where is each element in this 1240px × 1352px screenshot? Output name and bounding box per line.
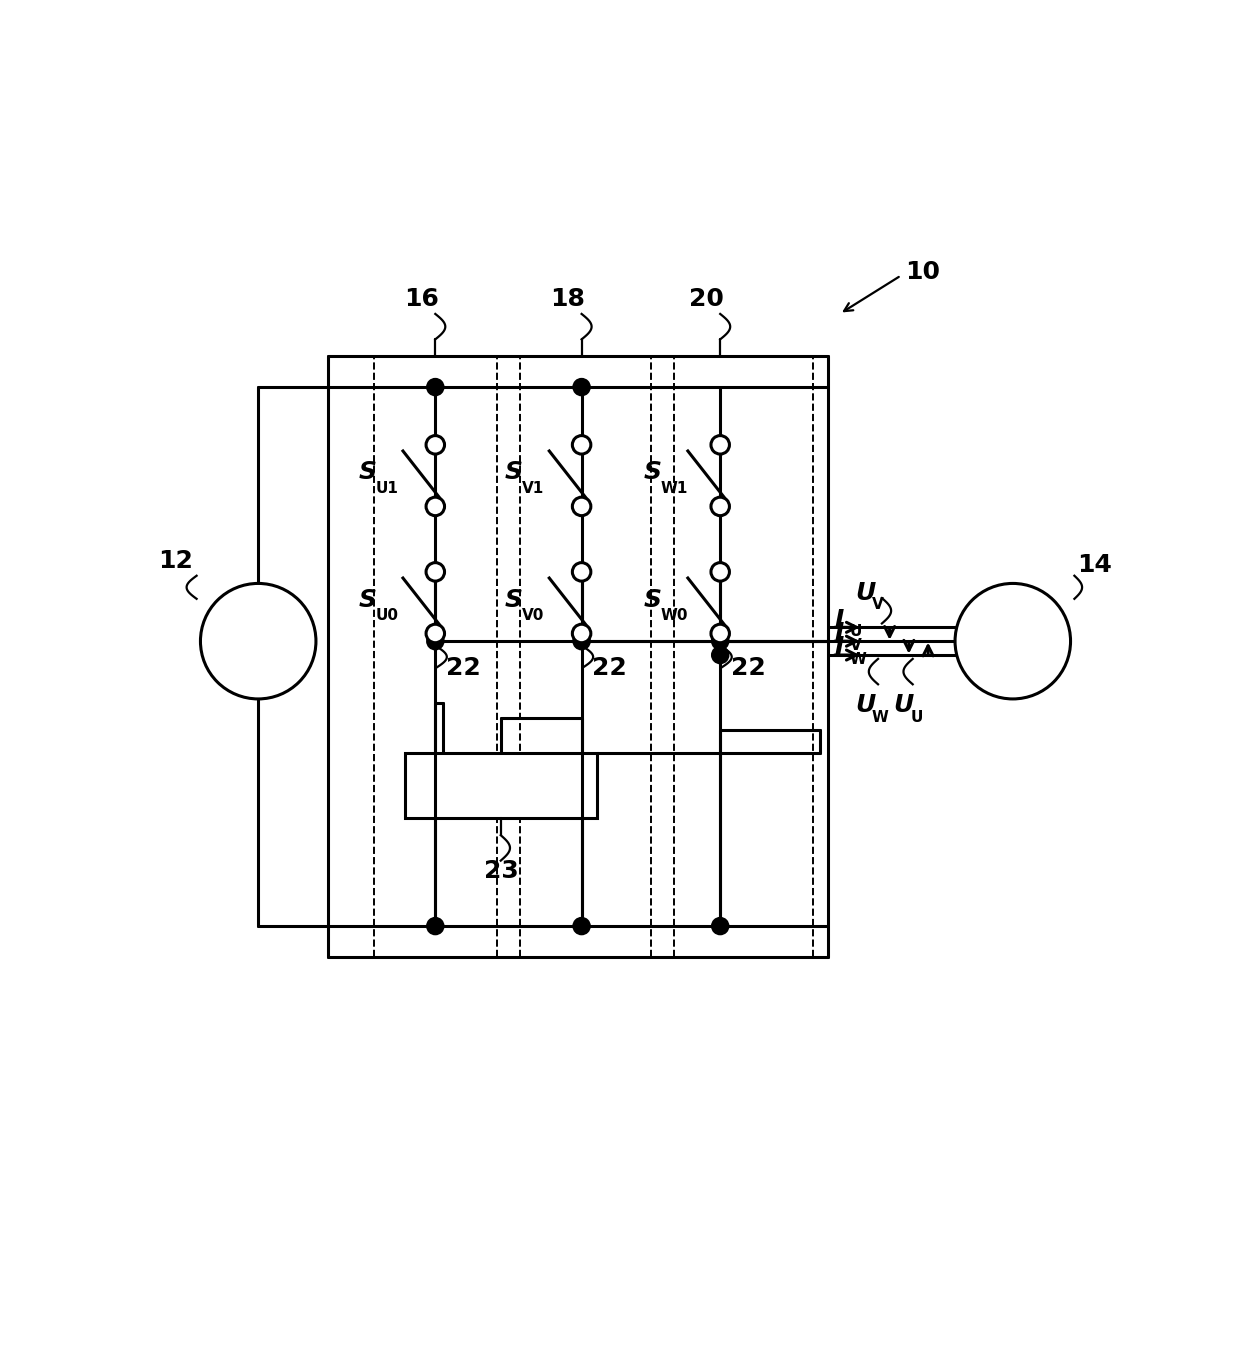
- Circle shape: [428, 918, 443, 934]
- Text: 23: 23: [484, 860, 518, 883]
- Text: S: S: [358, 461, 376, 484]
- Circle shape: [711, 498, 729, 515]
- Text: U: U: [854, 580, 875, 604]
- Text: U: U: [229, 612, 248, 637]
- Text: 22: 22: [593, 656, 627, 680]
- Circle shape: [713, 634, 728, 649]
- Text: S: S: [644, 461, 661, 484]
- Circle shape: [574, 918, 589, 934]
- Text: U: U: [910, 710, 923, 725]
- Text: W: W: [849, 652, 867, 667]
- Text: DC: DC: [254, 635, 278, 650]
- Text: V: V: [872, 598, 884, 612]
- Text: 10: 10: [905, 260, 940, 284]
- Circle shape: [955, 584, 1070, 699]
- Circle shape: [201, 584, 316, 699]
- Text: V0: V0: [522, 608, 544, 623]
- Text: 20: 20: [689, 287, 724, 311]
- Text: 18: 18: [551, 287, 585, 311]
- Text: V: V: [849, 638, 862, 653]
- Text: W1: W1: [660, 481, 687, 496]
- Text: S: S: [644, 588, 661, 611]
- Text: S: S: [358, 588, 376, 611]
- Circle shape: [711, 625, 729, 642]
- Text: W: W: [872, 710, 889, 725]
- Text: M: M: [991, 634, 1021, 662]
- Text: U1: U1: [376, 481, 398, 496]
- Text: I: I: [835, 635, 843, 660]
- Text: S: S: [505, 588, 522, 611]
- Text: I: I: [835, 622, 843, 645]
- Text: U0: U0: [376, 608, 398, 623]
- Text: 14: 14: [1076, 553, 1111, 577]
- Circle shape: [573, 562, 590, 581]
- Text: S: S: [505, 461, 522, 484]
- Circle shape: [713, 648, 728, 662]
- Circle shape: [713, 918, 728, 934]
- Circle shape: [573, 498, 590, 515]
- FancyBboxPatch shape: [404, 753, 596, 818]
- Text: I: I: [835, 607, 843, 631]
- Text: V1: V1: [522, 481, 544, 496]
- Text: 12: 12: [159, 549, 193, 573]
- Text: U: U: [849, 625, 862, 639]
- Circle shape: [573, 625, 590, 642]
- Circle shape: [428, 380, 443, 395]
- Text: W0: W0: [660, 608, 688, 623]
- Circle shape: [427, 498, 444, 515]
- Circle shape: [427, 435, 444, 454]
- Circle shape: [427, 562, 444, 581]
- Text: U: U: [854, 694, 875, 717]
- Circle shape: [711, 562, 729, 581]
- Text: 22: 22: [730, 656, 766, 680]
- Circle shape: [711, 435, 729, 454]
- Text: U: U: [894, 694, 914, 717]
- Circle shape: [427, 625, 444, 642]
- Circle shape: [428, 634, 443, 649]
- Circle shape: [574, 380, 589, 395]
- Circle shape: [574, 634, 589, 649]
- Text: 22: 22: [446, 656, 481, 680]
- Circle shape: [573, 435, 590, 454]
- Text: 16: 16: [404, 287, 439, 311]
